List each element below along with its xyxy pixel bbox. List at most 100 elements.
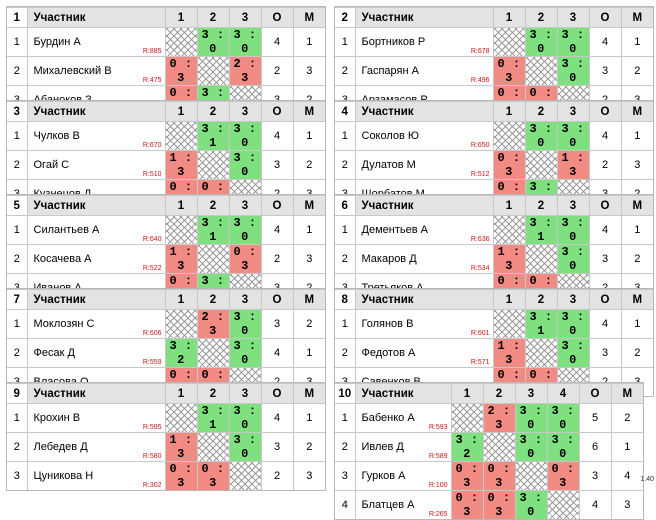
opponent-column-header: 2 xyxy=(524,101,558,122)
player-place: 1 xyxy=(620,215,653,245)
seed-number: 2 xyxy=(335,432,356,462)
participant-header: Участник xyxy=(26,383,166,404)
player-cell: Бабенко А R:593 xyxy=(354,403,452,433)
points-header: О xyxy=(260,383,294,404)
player-rating: R:496 xyxy=(470,77,490,84)
player-cell: Крохин В R:595 xyxy=(26,403,166,433)
seed-number: 2 xyxy=(335,244,356,274)
player-points: 3 xyxy=(260,150,294,180)
seed-number: 2 xyxy=(335,56,356,86)
match-score: 3 : 0 xyxy=(228,432,262,462)
opponent-column-header: 2 xyxy=(524,195,558,216)
player-place: 1 xyxy=(292,27,325,57)
player-cell: Косачева А R:522 xyxy=(26,244,166,274)
participant-header: Участник xyxy=(26,195,166,216)
self-match-cell xyxy=(524,56,558,86)
participant-header: Участник xyxy=(354,101,494,122)
player-cell: Федотов А R:571 xyxy=(354,338,494,368)
match-score: 0 : 3 xyxy=(492,56,526,86)
player-cell: Бортников Р R:678 xyxy=(354,27,494,57)
seed-number: 1 xyxy=(335,403,356,433)
seed-number: 1 xyxy=(7,27,28,57)
match-score: 3 : 0 xyxy=(514,432,548,462)
place-header: М xyxy=(292,383,325,404)
player-points: 4 xyxy=(578,490,612,519)
player-rating: R:885 xyxy=(142,48,162,55)
place-header: М xyxy=(292,195,325,216)
match-score: 2 : 3 xyxy=(196,309,230,339)
participant-header: Участник xyxy=(354,7,494,28)
player-place: 1 xyxy=(620,309,653,339)
points-header: О xyxy=(260,195,294,216)
player-cell: Чулков В R:670 xyxy=(26,121,166,151)
player-name: Соколов Ю xyxy=(361,130,420,142)
player-cell: Моклозян С R:606 xyxy=(26,309,166,339)
match-score: 3 : 0 xyxy=(514,403,548,433)
opponent-column-header: 1 xyxy=(164,195,198,216)
group-header: 3 Участник 1 2 3 О М xyxy=(7,101,325,122)
player-place: 1 xyxy=(610,432,643,462)
player-place: 3 xyxy=(292,461,325,490)
match-score: 3 : 2 xyxy=(164,338,198,368)
player-points: 4 xyxy=(588,121,622,151)
opponent-column-header: 2 xyxy=(196,7,230,28)
match-score: 1 : 3 xyxy=(164,150,198,180)
group-number: 1 xyxy=(7,7,28,28)
player-points: 3 xyxy=(588,244,622,274)
match-score: 0 : 3 xyxy=(164,461,198,490)
match-score: 1 : 3 xyxy=(164,244,198,274)
self-match-cell xyxy=(164,309,198,339)
player-place: 3 xyxy=(292,244,325,274)
points-header: О xyxy=(588,289,622,310)
opponent-column-header: 1 xyxy=(164,7,198,28)
match-score: 0 : 3 xyxy=(450,461,484,491)
points-header: О xyxy=(260,101,294,122)
seed-number: 2 xyxy=(7,244,28,274)
group-header: 5 Участник 1 2 3 О М xyxy=(7,195,325,216)
seed-number: 2 xyxy=(335,338,356,368)
opponent-column-header: 3 xyxy=(556,7,590,28)
player-place: 3 xyxy=(610,490,643,519)
opponent-column-header: 1 xyxy=(164,383,198,404)
points-header: О xyxy=(578,383,612,404)
self-match-cell xyxy=(492,121,526,151)
match-score: 3 : 0 xyxy=(514,490,548,519)
place-header: М xyxy=(620,289,653,310)
player-name: Бурдин А xyxy=(33,36,81,48)
player-name: Макаров Д xyxy=(361,253,417,265)
player-name: Косачева А xyxy=(33,253,92,265)
opponent-column-header: 2 xyxy=(196,195,230,216)
seed-number: 2 xyxy=(7,338,28,368)
self-match-cell xyxy=(164,403,198,433)
match-score: 3 : 1 xyxy=(196,403,230,433)
match-score: 3 : 0 xyxy=(196,27,230,57)
opponent-column-header: 1 xyxy=(492,7,526,28)
match-score: 1 : 3 xyxy=(492,244,526,274)
player-rating: R:650 xyxy=(470,142,490,149)
player-points: 3 xyxy=(260,432,294,462)
participant-header: Участник xyxy=(354,195,494,216)
self-match-cell xyxy=(514,461,548,491)
place-header: М xyxy=(292,289,325,310)
self-match-cell xyxy=(196,56,230,86)
player-name: Гаспарян А xyxy=(361,65,419,77)
player-cell: Блатцев А R:265 xyxy=(354,490,452,519)
place-header: М xyxy=(620,195,653,216)
player-rating: R:559 xyxy=(142,359,162,366)
place-header: М xyxy=(292,101,325,122)
player-place: 1 xyxy=(292,338,325,368)
